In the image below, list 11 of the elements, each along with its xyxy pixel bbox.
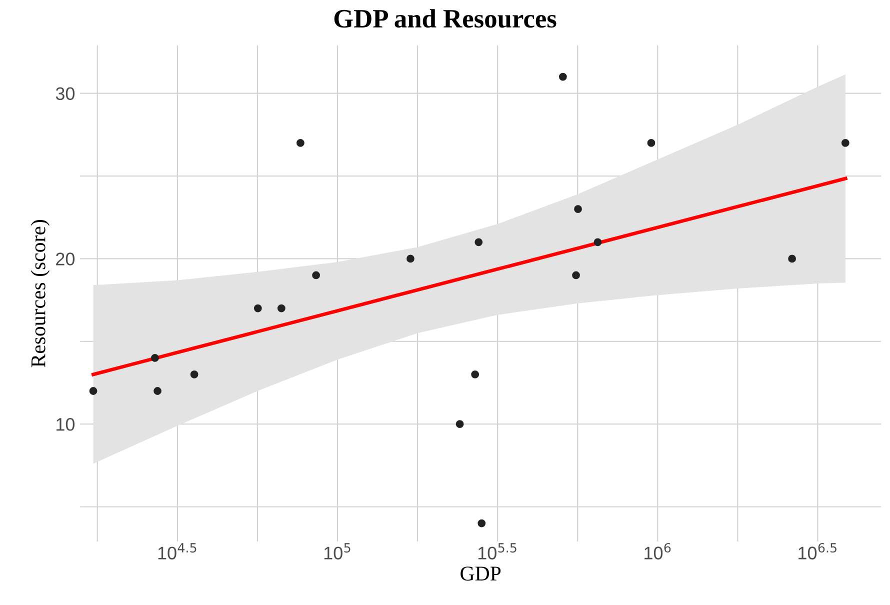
y-tick-label: 10 <box>56 418 75 431</box>
x-tick-label: 10$^{6.5}$ <box>798 542 836 560</box>
y-tick-label: 30 <box>56 87 75 100</box>
x-tick-label: 10$^{6}$ <box>644 542 671 560</box>
chart-title: GDP and Resources <box>334 9 556 28</box>
x-axis-title: GDP <box>460 566 501 581</box>
x-tick-label: 10$^{5.5}$ <box>478 543 516 560</box>
x-tick-label: 10$^{4.5}$ <box>158 543 196 560</box>
y-axis-title: Resources (score) <box>30 220 50 368</box>
x-tick-label: 10$^{5}$ <box>324 543 350 560</box>
y-tick-label: 20 <box>56 252 75 266</box>
